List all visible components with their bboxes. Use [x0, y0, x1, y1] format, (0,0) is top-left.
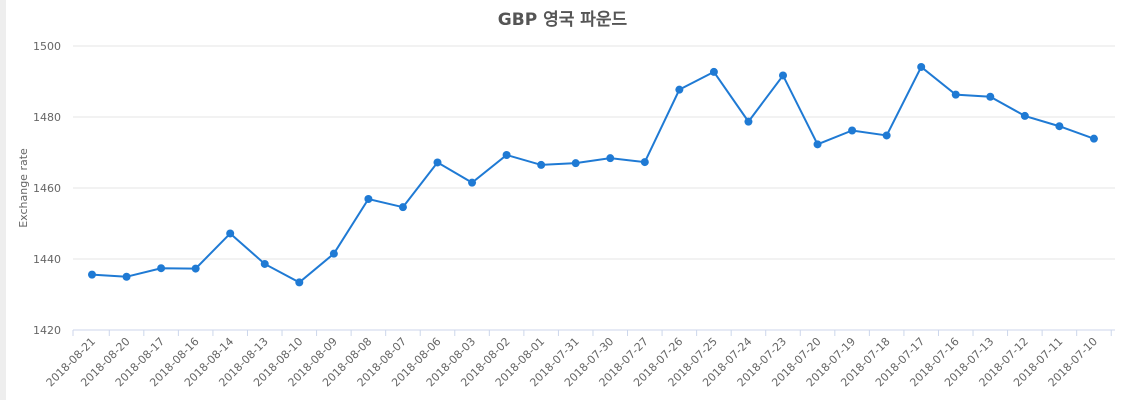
series-layer	[88, 62, 1098, 287]
data-point[interactable]	[502, 150, 511, 159]
y-tick-label: 1480	[33, 111, 61, 124]
data-point[interactable]	[848, 126, 857, 135]
grid-layer	[73, 45, 1115, 331]
data-point[interactable]	[1020, 111, 1029, 120]
data-point[interactable]	[157, 264, 166, 273]
data-point[interactable]	[226, 229, 235, 238]
data-point[interactable]	[571, 159, 580, 168]
data-point[interactable]	[88, 270, 96, 279]
y-tick-label: 1420	[33, 324, 61, 337]
data-point[interactable]	[537, 160, 546, 169]
data-point[interactable]	[468, 178, 477, 187]
data-point[interactable]	[1089, 134, 1098, 143]
y-tick-label: 1460	[33, 182, 61, 195]
left-edge-strip	[0, 0, 6, 400]
data-point[interactable]	[675, 85, 684, 94]
data-point[interactable]	[951, 90, 960, 99]
data-point[interactable]	[882, 131, 891, 140]
y-tick-label: 1440	[33, 253, 61, 266]
data-point[interactable]	[986, 92, 995, 101]
data-point[interactable]	[295, 278, 304, 287]
data-point[interactable]	[744, 117, 753, 126]
x-axis-ticks: 2018-08-212018-08-202018-08-172018-08-16…	[44, 330, 1112, 389]
data-point[interactable]	[433, 158, 442, 167]
data-point[interactable]	[606, 154, 615, 163]
y-axis-ticks: 1420 1440 1460 1480 1500	[33, 40, 61, 337]
chart-title: GBP 영국 파운드	[497, 10, 628, 30]
data-point[interactable]	[329, 249, 338, 258]
data-point[interactable]	[709, 67, 718, 76]
data-point[interactable]	[191, 264, 200, 273]
data-point[interactable]	[779, 71, 787, 80]
data-point[interactable]	[917, 62, 926, 71]
data-point[interactable]	[640, 158, 649, 167]
data-point[interactable]	[260, 259, 269, 268]
y-tick-label: 1500	[33, 40, 61, 53]
series-line	[91, 65, 1095, 284]
data-point[interactable]	[398, 203, 407, 212]
data-point[interactable]	[813, 140, 822, 149]
data-point[interactable]	[122, 272, 131, 281]
data-point[interactable]	[364, 195, 373, 204]
y-axis-label: Exchange rate	[17, 148, 30, 228]
data-point[interactable]	[1055, 122, 1064, 131]
